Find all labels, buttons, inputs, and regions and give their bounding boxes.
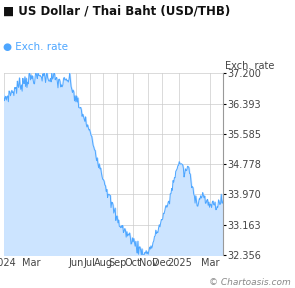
Text: Exch. rate: Exch. rate [225,60,274,71]
Text: © Chartoasis.com: © Chartoasis.com [209,278,291,287]
Text: ■ US Dollar / Thai Baht (USD/THB): ■ US Dollar / Thai Baht (USD/THB) [3,4,230,17]
Text: ● Exch. rate: ● Exch. rate [3,42,68,52]
